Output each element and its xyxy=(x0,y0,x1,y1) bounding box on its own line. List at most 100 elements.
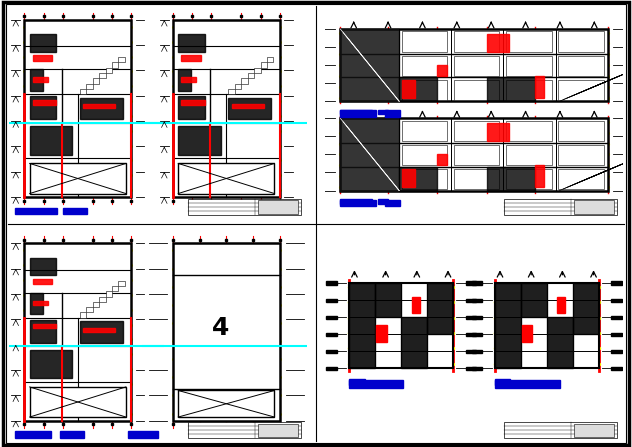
Bar xyxy=(437,154,447,165)
Bar xyxy=(402,55,447,76)
Bar xyxy=(241,78,248,84)
Bar xyxy=(30,350,73,378)
Bar xyxy=(87,307,93,312)
Bar xyxy=(402,145,447,165)
Bar xyxy=(349,380,403,388)
Bar xyxy=(80,312,87,318)
Bar xyxy=(378,110,389,114)
Bar xyxy=(522,325,532,342)
Bar xyxy=(411,297,420,312)
Text: 4: 4 xyxy=(212,316,229,341)
Bar xyxy=(340,118,607,190)
Bar xyxy=(399,77,437,101)
Bar xyxy=(340,29,399,101)
Bar xyxy=(349,283,375,368)
Bar xyxy=(33,279,52,284)
Bar xyxy=(260,63,267,67)
Bar xyxy=(93,302,99,307)
Bar xyxy=(248,73,254,78)
Bar xyxy=(402,80,415,97)
Bar xyxy=(33,324,56,329)
Bar xyxy=(547,317,573,368)
Bar xyxy=(232,104,264,109)
Bar xyxy=(93,78,99,84)
Bar xyxy=(118,281,125,286)
Bar xyxy=(385,200,399,207)
Bar xyxy=(487,123,509,141)
Bar xyxy=(340,199,372,203)
Bar xyxy=(401,317,427,368)
Bar xyxy=(340,110,376,117)
Bar xyxy=(99,73,106,78)
Bar xyxy=(504,199,617,215)
Bar xyxy=(385,110,399,117)
Bar xyxy=(506,80,552,100)
Bar xyxy=(300,35,322,38)
Bar xyxy=(487,167,535,190)
Bar xyxy=(228,98,271,119)
Bar xyxy=(30,96,56,119)
Bar xyxy=(112,286,118,291)
Bar xyxy=(402,31,447,52)
Bar xyxy=(254,67,260,73)
Bar xyxy=(15,207,57,214)
Bar xyxy=(558,55,604,76)
Bar xyxy=(340,200,376,207)
Bar xyxy=(626,93,632,96)
Bar xyxy=(573,283,599,334)
Bar xyxy=(472,316,482,319)
Bar xyxy=(626,163,632,165)
Bar xyxy=(574,424,614,438)
Bar xyxy=(454,121,499,141)
Bar xyxy=(258,200,298,214)
Bar xyxy=(611,299,622,302)
Bar xyxy=(15,431,51,438)
Bar xyxy=(557,297,566,312)
Bar xyxy=(454,169,499,189)
Bar xyxy=(267,57,274,63)
Bar xyxy=(399,167,437,190)
Bar xyxy=(178,69,191,91)
Bar xyxy=(30,34,56,52)
Bar xyxy=(24,20,131,197)
Bar xyxy=(33,77,48,82)
Bar xyxy=(611,350,622,353)
Bar xyxy=(106,67,112,73)
Bar xyxy=(504,422,617,438)
Bar xyxy=(454,80,499,100)
Bar xyxy=(466,333,476,336)
Bar xyxy=(466,367,476,370)
Bar xyxy=(30,126,73,155)
Bar xyxy=(24,243,131,421)
Bar xyxy=(235,84,241,89)
Bar xyxy=(611,282,622,285)
Bar xyxy=(611,316,622,319)
Bar xyxy=(181,101,205,105)
Bar xyxy=(472,367,482,370)
Bar xyxy=(454,145,499,165)
Bar xyxy=(30,69,42,91)
Bar xyxy=(326,350,337,353)
Bar xyxy=(83,104,115,109)
Bar xyxy=(30,293,42,314)
Bar xyxy=(300,74,322,76)
Bar xyxy=(80,89,87,94)
Bar xyxy=(506,169,552,189)
Bar xyxy=(60,431,83,438)
Bar xyxy=(326,367,337,370)
Bar xyxy=(340,29,607,101)
Bar xyxy=(300,182,322,185)
Bar xyxy=(626,55,632,57)
Bar xyxy=(30,164,126,194)
Bar xyxy=(454,55,499,76)
Bar xyxy=(626,144,632,146)
Bar xyxy=(506,145,552,165)
Bar xyxy=(340,118,399,190)
Bar xyxy=(30,257,56,275)
Bar xyxy=(472,282,482,285)
Bar xyxy=(178,96,205,119)
Bar xyxy=(80,321,123,342)
Bar xyxy=(574,200,614,214)
Bar xyxy=(188,422,301,438)
Bar xyxy=(472,350,482,353)
